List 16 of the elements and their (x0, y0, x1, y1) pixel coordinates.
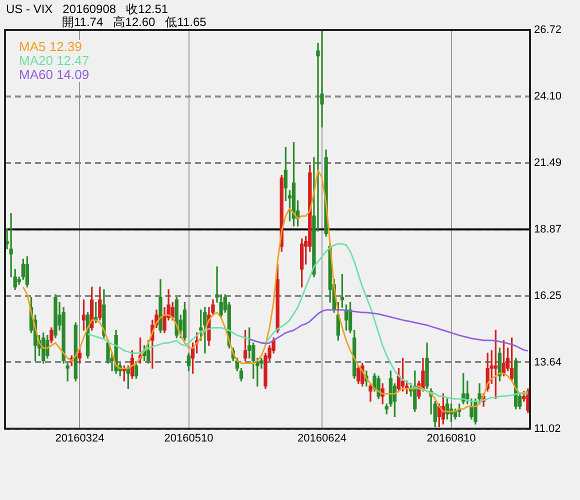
x-tick-label: 20160324 (55, 432, 104, 444)
y-tick-label: 21.49 (534, 156, 562, 169)
text: MA5 12.39 (19, 39, 83, 54)
y-tick-label: 16.25 (534, 290, 562, 302)
x-tick-label: 20160510 (164, 432, 214, 444)
x-tick-label: 20160624 (298, 432, 346, 444)
y-tick-label: 11.02 (534, 422, 561, 435)
y-tick-label: 24.10 (534, 90, 562, 103)
chart-subtitle: 開11.74 高12.60 低11.65 (62, 15, 206, 31)
y-tick-label: 18.87 (534, 223, 562, 236)
chart-title: US - VIX 20160908 收12.51 (6, 1, 168, 16)
y-tick-label: 26.72 (534, 24, 562, 36)
text: MA20 12.47 (19, 53, 90, 68)
x-tick-label: 20160810 (426, 432, 476, 444)
y-tick-label: 13.64 (534, 356, 562, 368)
text: MA60 14.09 (19, 67, 90, 82)
